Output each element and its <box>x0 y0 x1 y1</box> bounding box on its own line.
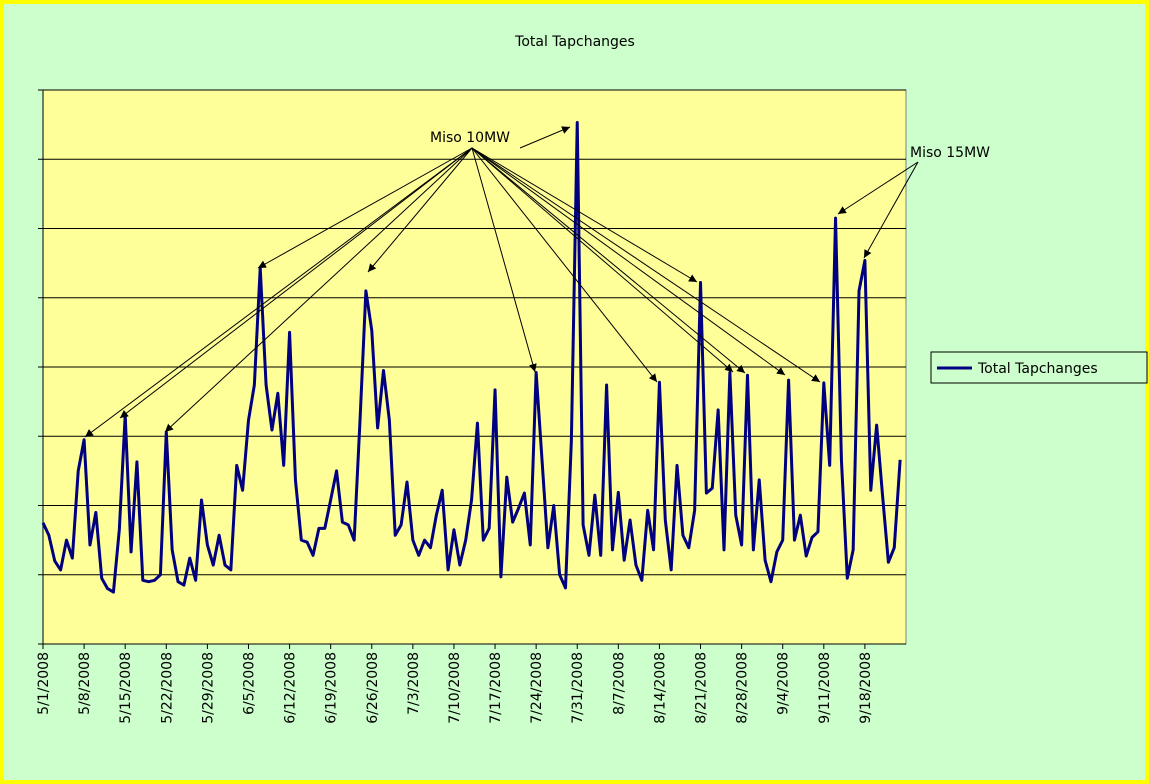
annotation-arrows <box>84 126 919 438</box>
x-tick-label: 8/21/2008 <box>694 652 710 724</box>
annotation: Miso 10MW <box>430 130 510 146</box>
legend-label: Total Tapchanges <box>977 361 1098 377</box>
x-tick-label: 5/22/2008 <box>159 652 175 724</box>
x-tick-label: 5/1/2008 <box>36 652 52 715</box>
x-tick-label: 7/31/2008 <box>570 652 586 724</box>
x-tick-label: 9/11/2008 <box>817 652 833 724</box>
x-tick-label: 8/14/2008 <box>652 652 668 724</box>
x-tick-label: 8/7/2008 <box>611 652 627 715</box>
legend: Total Tapchanges <box>930 351 1148 384</box>
x-tick-label: 6/19/2008 <box>324 652 340 724</box>
x-tick-label: 7/24/2008 <box>529 652 545 724</box>
x-tick-label: 7/10/2008 <box>447 652 463 724</box>
annotation: Miso 15MW <box>910 145 990 161</box>
x-tick-label: 7/17/2008 <box>488 652 504 724</box>
x-tick-label: 7/3/2008 <box>406 652 422 715</box>
x-tick-label: 9/4/2008 <box>776 652 792 715</box>
data-line <box>41 121 902 594</box>
x-tick-label: 8/28/2008 <box>735 652 751 724</box>
x-tick-label: 6/5/2008 <box>241 652 257 715</box>
chart-title: Total Tapchanges <box>514 34 635 50</box>
x-tick-label: 6/26/2008 <box>365 652 381 724</box>
x-tick-label: 6/12/2008 <box>283 652 299 724</box>
x-tick-label: 5/8/2008 <box>77 652 93 715</box>
x-tick-label: 5/15/2008 <box>118 652 134 724</box>
x-tick-label: 9/18/2008 <box>858 652 874 724</box>
x-tick-label: 5/29/2008 <box>200 652 216 724</box>
